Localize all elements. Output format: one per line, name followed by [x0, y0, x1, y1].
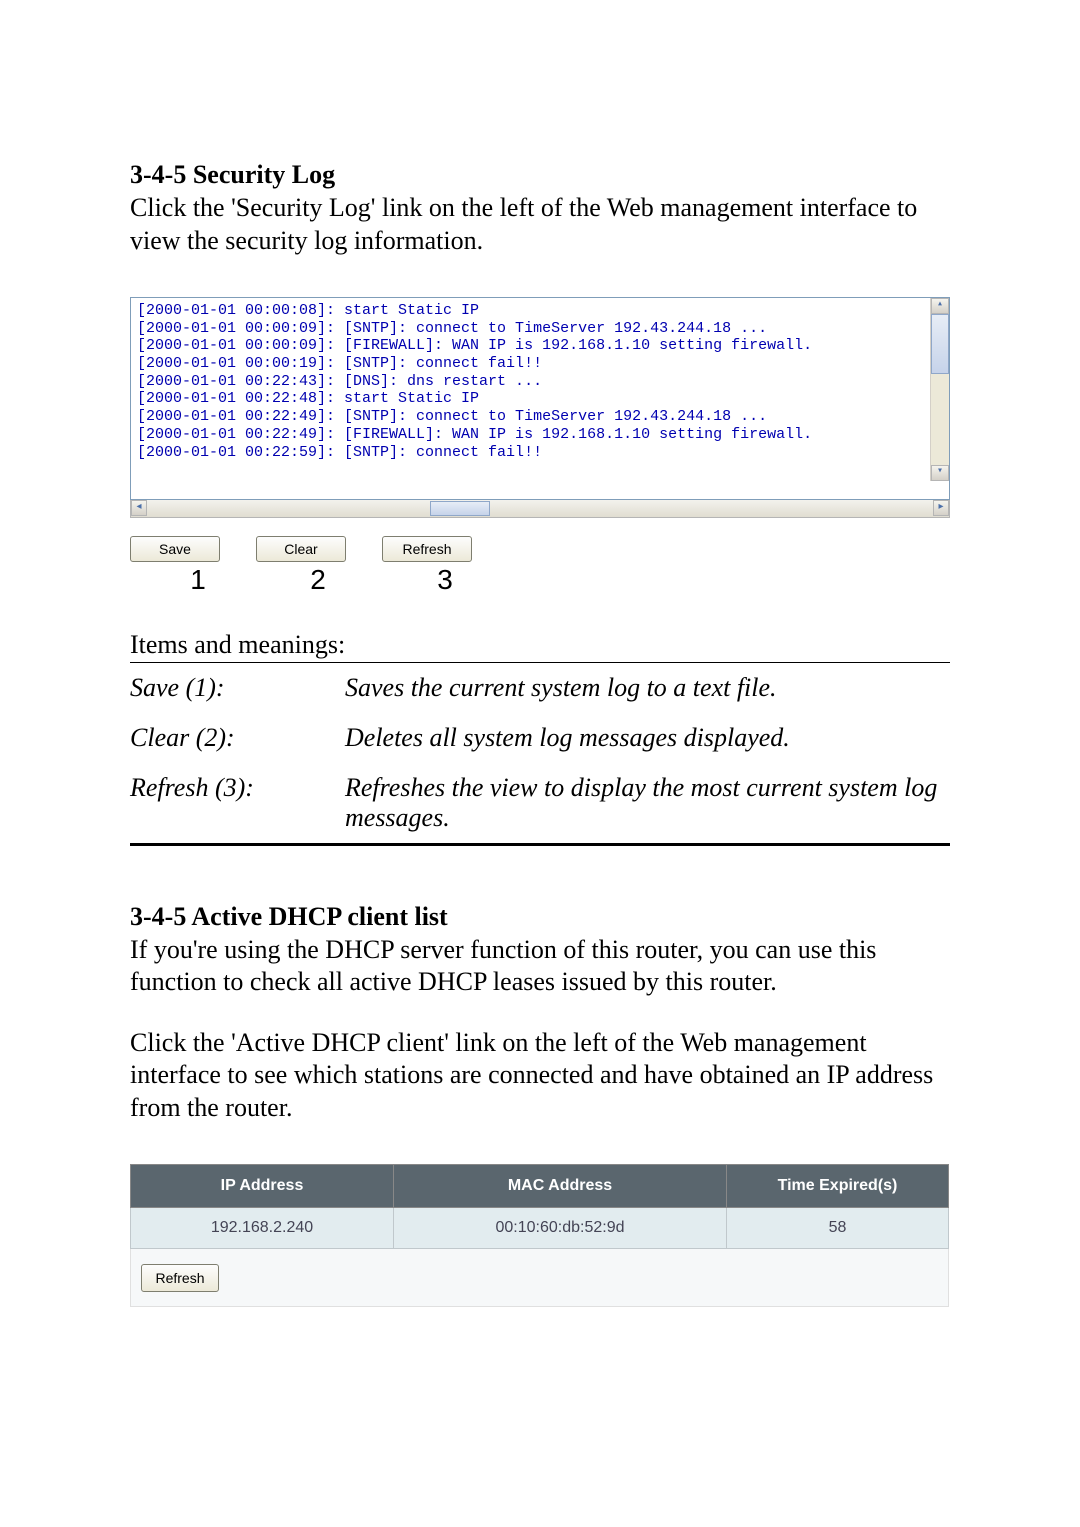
log-line: [2000-01-01 00:22:49]: [FIREWALL]: WAN I… [137, 426, 812, 443]
table-row: Save (1): Saves the current system log t… [130, 662, 950, 713]
refresh-button[interactable]: Refresh [382, 536, 472, 562]
section-paragraph-security-log: Click the 'Security Log' link on the lef… [130, 192, 950, 257]
section-heading-dhcp: 3-4-5 Active DHCP client list [130, 902, 950, 932]
item-label: Refresh (3): [130, 763, 345, 845]
security-log-textarea[interactable]: [2000-01-01 00:00:08]: start Static IP [… [130, 297, 950, 500]
number-label-2: 2 [260, 564, 376, 596]
table-header-row: IP Address MAC Address Time Expired(s) [131, 1165, 949, 1208]
log-line: [2000-01-01 00:22:59]: [SNTP]: connect f… [137, 444, 542, 461]
cell-mac: 00:10:60:db:52:9d [394, 1208, 727, 1249]
cell-time: 58 [727, 1208, 949, 1249]
table-row: Clear (2): Deletes all system log messag… [130, 713, 950, 763]
log-line: [2000-01-01 00:00:19]: [SNTP]: connect f… [137, 355, 542, 372]
item-label: Clear (2): [130, 713, 345, 763]
save-button[interactable]: Save [130, 536, 220, 562]
document-page: 3-4-5 Security Log Click the 'Security L… [0, 0, 1080, 1407]
table-row: Refresh (3): Refreshes the view to displ… [130, 763, 950, 845]
cell-ip: 192.168.2.240 [131, 1208, 394, 1249]
hscroll-track[interactable] [147, 500, 933, 517]
dhcp-client-table: IP Address MAC Address Time Expired(s) 1… [130, 1164, 949, 1249]
log-box-wrapper: [2000-01-01 00:00:08]: start Static IP [… [130, 297, 950, 518]
hscroll-thumb[interactable] [430, 501, 490, 516]
log-buttons-row: Save Clear Refresh [130, 536, 950, 562]
dhcp-refresh-button[interactable]: Refresh [141, 1264, 219, 1292]
scroll-left-arrow-icon[interactable]: ◂ [131, 500, 147, 516]
clear-button[interactable]: Clear [256, 536, 346, 562]
button-number-labels: 1 2 3 [130, 564, 950, 596]
scroll-track[interactable] [931, 314, 949, 465]
col-header-mac: MAC Address [394, 1165, 727, 1208]
horizontal-scrollbar[interactable]: ◂ ▸ [130, 500, 950, 518]
log-line: [2000-01-01 00:22:49]: [SNTP]: connect t… [137, 408, 767, 425]
section-heading-security-log: 3-4-5 Security Log [130, 160, 950, 190]
log-line: [2000-01-01 00:00:08]: start Static IP [137, 302, 479, 319]
dhcp-table-wrapper: IP Address MAC Address Time Expired(s) 1… [130, 1164, 950, 1307]
log-line: [2000-01-01 00:22:48]: start Static IP [137, 390, 479, 407]
log-line: [2000-01-01 00:00:09]: [FIREWALL]: WAN I… [137, 337, 812, 354]
scroll-up-arrow-icon[interactable]: ▴ [931, 298, 949, 314]
items-meanings-table: Save (1): Saves the current system log t… [130, 662, 950, 846]
item-desc: Deletes all system log messages displaye… [345, 713, 950, 763]
number-label-1: 1 [160, 564, 236, 596]
items-heading: Items and meanings: [130, 630, 950, 660]
col-header-ip: IP Address [131, 1165, 394, 1208]
col-header-time: Time Expired(s) [727, 1165, 949, 1208]
item-label: Save (1): [130, 662, 345, 713]
log-line: [2000-01-01 00:22:43]: [DNS]: dns restar… [137, 373, 542, 390]
section-paragraph-dhcp-1: If you're using the DHCP server function… [130, 934, 950, 999]
table-row: 192.168.2.240 00:10:60:db:52:9d 58 [131, 1208, 949, 1249]
item-desc: Refreshes the view to display the most c… [345, 763, 950, 845]
number-label-3: 3 [390, 564, 500, 596]
scroll-right-arrow-icon[interactable]: ▸ [933, 500, 949, 516]
log-line: [2000-01-01 00:00:09]: [SNTP]: connect t… [137, 320, 767, 337]
scroll-down-arrow-icon[interactable]: ▾ [931, 465, 949, 481]
scroll-thumb[interactable] [931, 314, 949, 374]
vertical-scrollbar[interactable]: ▴ ▾ [930, 298, 949, 481]
section-paragraph-dhcp-2: Click the 'Active DHCP client' link on t… [130, 1027, 950, 1125]
dhcp-table-footer: Refresh [130, 1249, 949, 1307]
item-desc: Saves the current system log to a text f… [345, 662, 950, 713]
